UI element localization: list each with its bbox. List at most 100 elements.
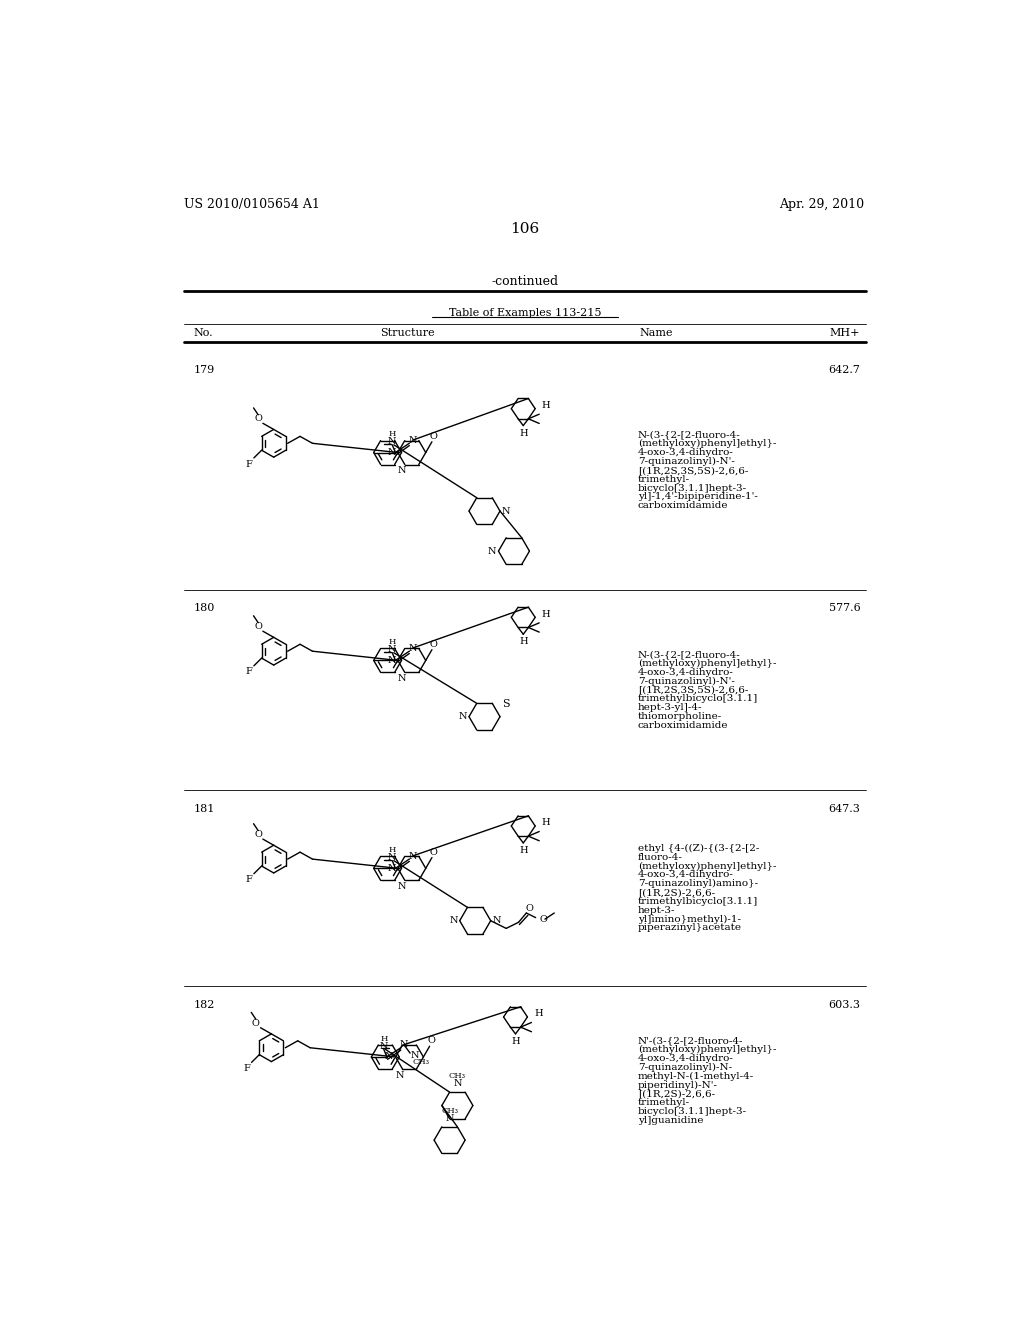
Text: N: N [502, 507, 510, 516]
Text: N: N [493, 916, 501, 925]
Text: 182: 182 [194, 1001, 215, 1010]
Text: H: H [542, 610, 550, 619]
Text: N: N [409, 851, 417, 861]
Text: CH₃: CH₃ [413, 1057, 429, 1065]
Text: N: N [445, 1114, 454, 1123]
Text: MH+: MH+ [829, 327, 860, 338]
Text: 7-quinazolinyl)-N'-: 7-quinazolinyl)-N'- [638, 457, 735, 466]
Text: N: N [388, 645, 396, 655]
Text: F: F [244, 1064, 250, 1073]
Text: N: N [387, 447, 396, 457]
Text: N: N [397, 466, 406, 475]
Text: 4-oxo-3,4-dihydro-: 4-oxo-3,4-dihydro- [638, 668, 734, 677]
Text: bicyclo[3.1.1]hept-3-: bicyclo[3.1.1]hept-3- [638, 1107, 748, 1115]
Text: trimethylbicyclo[3.1.1]: trimethylbicyclo[3.1.1] [638, 896, 758, 906]
Text: O: O [429, 432, 437, 441]
Text: CH₃: CH₃ [441, 1107, 458, 1115]
Text: trimethylbicyclo[3.1.1]: trimethylbicyclo[3.1.1] [638, 694, 758, 704]
Text: N: N [411, 1051, 419, 1060]
Text: O: O [525, 904, 534, 913]
Text: piperidinyl)-N'-: piperidinyl)-N'- [638, 1081, 718, 1089]
Text: fluoro-4-: fluoro-4- [638, 853, 683, 862]
Text: O: O [254, 414, 262, 424]
Text: (methyloxy)phenyl]ethyl}-: (methyloxy)phenyl]ethyl}- [638, 1045, 776, 1055]
Text: O: O [254, 622, 262, 631]
Text: N: N [397, 882, 406, 891]
Text: Apr. 29, 2010: Apr. 29, 2010 [779, 198, 864, 211]
Text: 7-quinazolinyl)amino}-: 7-quinazolinyl)amino}- [638, 879, 758, 888]
Text: 4-oxo-3,4-dihydro-: 4-oxo-3,4-dihydro- [638, 1053, 734, 1063]
Text: N: N [450, 916, 458, 925]
Text: H: H [519, 638, 527, 647]
Text: 642.7: 642.7 [828, 364, 860, 375]
Text: N: N [409, 436, 417, 445]
Text: H: H [388, 638, 396, 645]
Text: N: N [385, 1052, 393, 1061]
Text: N: N [387, 863, 396, 873]
Text: 106: 106 [510, 222, 540, 235]
Text: N: N [409, 644, 417, 652]
Text: H: H [542, 401, 550, 411]
Text: F: F [246, 668, 253, 676]
Text: F: F [246, 875, 253, 884]
Text: N: N [387, 656, 396, 665]
Text: methyl-N-(1-methyl-4-: methyl-N-(1-methyl-4- [638, 1072, 755, 1081]
Text: carboximidamide: carboximidamide [638, 502, 728, 511]
Text: carboximidamide: carboximidamide [638, 721, 728, 730]
Text: yl]guanidine: yl]guanidine [638, 1115, 703, 1125]
Text: No.: No. [194, 327, 213, 338]
Text: O: O [540, 915, 548, 924]
Text: [(1R,2S,3S,5S)-2,6,6-: [(1R,2S,3S,5S)-2,6,6- [638, 685, 749, 694]
Text: 4-oxo-3,4-dihydro-: 4-oxo-3,4-dihydro- [638, 870, 734, 879]
Text: (methyloxy)phenyl]ethyl}-: (methyloxy)phenyl]ethyl}- [638, 862, 776, 870]
Text: US 2010/0105654 A1: US 2010/0105654 A1 [183, 198, 319, 211]
Text: N: N [395, 1071, 403, 1080]
Text: N: N [380, 1041, 388, 1051]
Text: H: H [388, 430, 396, 438]
Text: trimethyl-: trimethyl- [638, 1098, 690, 1107]
Text: ethyl {4-((Z)-{(3-{2-[2-: ethyl {4-((Z)-{(3-{2-[2- [638, 843, 760, 853]
Text: 181: 181 [194, 804, 215, 813]
Text: Structure: Structure [380, 327, 434, 338]
Text: CH₃: CH₃ [449, 1072, 466, 1080]
Text: H: H [511, 1038, 520, 1045]
Text: O: O [427, 1036, 435, 1045]
Text: O: O [429, 847, 437, 857]
Text: N: N [459, 713, 467, 721]
Text: yl]imino}methyl)-1-: yl]imino}methyl)-1- [638, 915, 741, 924]
Text: trimethyl-: trimethyl- [638, 475, 690, 483]
Text: F: F [246, 459, 253, 469]
Text: hept-3-yl]-4-: hept-3-yl]-4- [638, 704, 702, 711]
Text: Table of Examples 113-215: Table of Examples 113-215 [449, 308, 601, 318]
Text: H: H [388, 846, 396, 854]
Text: -continued: -continued [492, 276, 558, 289]
Text: N'-(3-{2-[2-fluoro-4-: N'-(3-{2-[2-fluoro-4- [638, 1036, 743, 1045]
Text: N: N [488, 546, 497, 556]
Text: N-(3-{2-[2-fluoro-4-: N-(3-{2-[2-fluoro-4- [638, 649, 740, 659]
Text: [(1R,2S,3S,5S)-2,6,6-: [(1R,2S,3S,5S)-2,6,6- [638, 466, 749, 475]
Text: H: H [542, 818, 550, 828]
Text: yl]-1,4'-bipiperidine-1'-: yl]-1,4'-bipiperidine-1'- [638, 492, 758, 502]
Text: N: N [399, 1040, 409, 1049]
Text: (methyloxy)phenyl]ethyl}-: (methyloxy)phenyl]ethyl}- [638, 659, 776, 668]
Text: N: N [397, 675, 406, 684]
Text: N: N [388, 437, 396, 446]
Text: 7-quinazolinyl)-N-: 7-quinazolinyl)-N- [638, 1063, 732, 1072]
Text: 179: 179 [194, 364, 215, 375]
Text: 577.6: 577.6 [828, 603, 860, 614]
Text: H: H [380, 1035, 387, 1043]
Text: thiomorpholine-: thiomorpholine- [638, 711, 722, 721]
Text: O: O [254, 830, 262, 840]
Text: 7-quinazolinyl)-N'-: 7-quinazolinyl)-N'- [638, 676, 735, 685]
Text: piperazinyl}acetate: piperazinyl}acetate [638, 924, 742, 932]
Text: 603.3: 603.3 [828, 1001, 860, 1010]
Text: H: H [519, 429, 527, 438]
Text: 180: 180 [194, 603, 215, 614]
Text: (methyloxy)phenyl]ethyl}-: (methyloxy)phenyl]ethyl}- [638, 440, 776, 449]
Text: H: H [519, 846, 527, 855]
Text: N-(3-{2-[2-fluoro-4-: N-(3-{2-[2-fluoro-4- [638, 430, 740, 440]
Text: O: O [429, 640, 437, 648]
Text: hept-3-: hept-3- [638, 906, 676, 915]
Text: Name: Name [640, 327, 673, 338]
Text: bicyclo[3.1.1]hept-3-: bicyclo[3.1.1]hept-3- [638, 483, 748, 492]
